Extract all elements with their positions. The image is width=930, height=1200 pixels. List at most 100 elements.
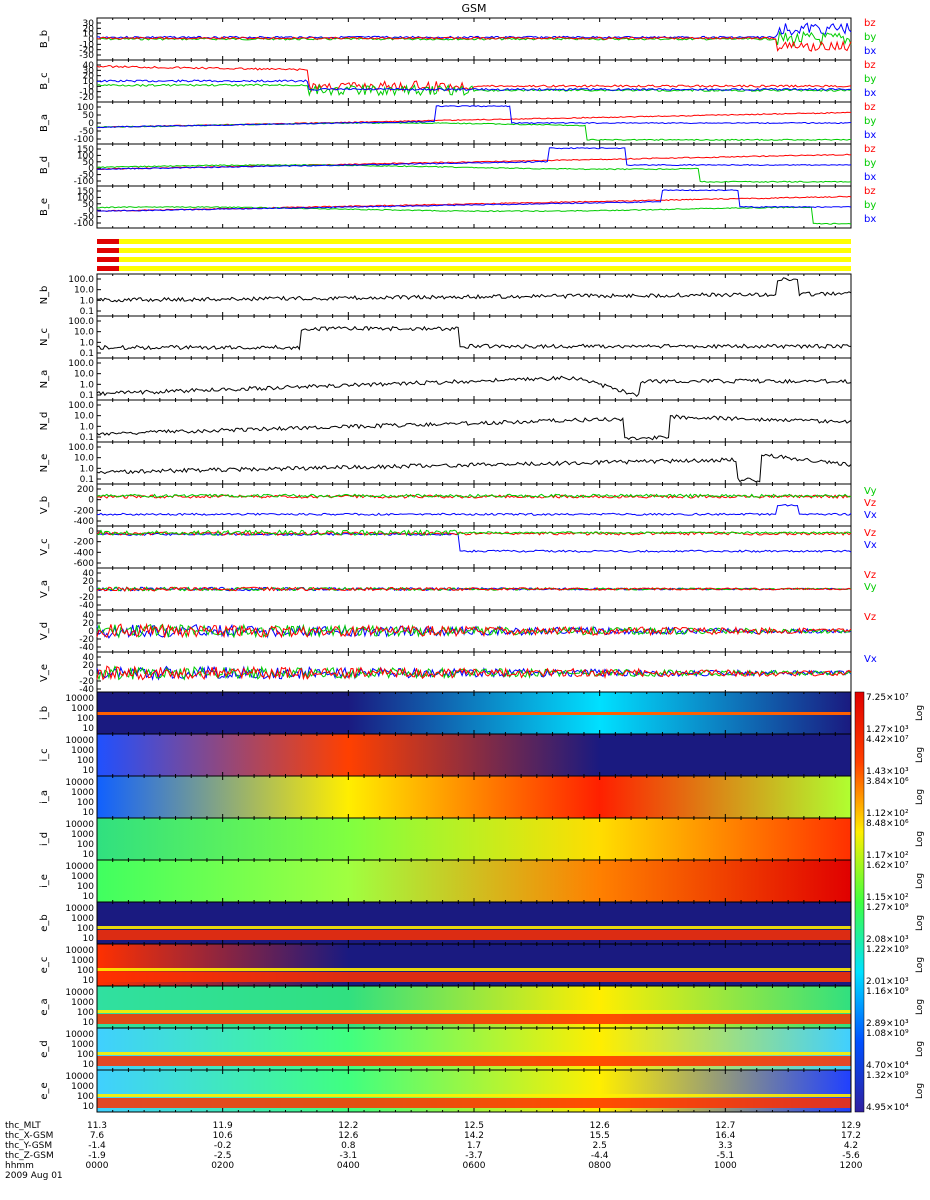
ephemeris-value: 1000	[714, 1161, 737, 1171]
spec-tick-label: 10	[83, 1060, 95, 1070]
y-tick-label: 100.0	[68, 317, 94, 327]
spectrogram-label: i_e	[39, 874, 50, 888]
y-tick-label: 20	[83, 577, 95, 587]
y-tick-label: -200	[74, 506, 95, 516]
y-tick-label: 100	[77, 193, 94, 203]
colorbar-unit: Log	[915, 789, 925, 805]
v-legend-vz: Vz	[864, 570, 876, 581]
spectrogram-band	[97, 926, 851, 929]
y-tick-label: 10.0	[74, 412, 94, 422]
ephemeris-value: 2.5	[593, 1141, 607, 1151]
colorbar-unit: Log	[915, 915, 925, 931]
vy-trace	[96, 493, 852, 499]
y-tick-label: 10.0	[74, 454, 94, 464]
y-tick-label: 0	[88, 82, 94, 92]
density-trace	[96, 277, 852, 303]
spectrogram-label: e_b	[39, 914, 50, 932]
y-tick-label: 20	[83, 619, 95, 629]
colorbar-min-label: 2.01×10³	[866, 977, 909, 987]
y-tick-label: 40	[83, 569, 95, 579]
y-tick-label: 0	[88, 527, 94, 537]
spec-tick-label: 10	[83, 766, 95, 776]
colorbar-max-label: 3.84×10⁶	[866, 777, 909, 787]
y-tick-label: 20	[83, 661, 95, 671]
y-tick-label: -10	[79, 40, 94, 50]
spec-tick-label: 10	[83, 976, 95, 986]
density-trace	[96, 453, 852, 483]
colorbar-min-label: 1.27×10³	[866, 725, 909, 735]
y-tick-label: -40	[79, 643, 94, 653]
n-panel-label: N_c	[39, 328, 50, 346]
ephemeris-value: -5.1	[717, 1151, 735, 1161]
spectrogram-image	[97, 860, 851, 902]
n-panel-label: N_d	[39, 412, 50, 431]
v-legend-vx: Vx	[864, 540, 877, 551]
y-tick-label: 0.1	[80, 307, 94, 317]
colorbar-min-label: 1.15×10²	[866, 893, 909, 903]
colorbar-min-label: 1.43×10³	[866, 767, 909, 777]
ephemeris-value: 12.9	[841, 1121, 861, 1131]
colorbar-min-label: 4.95×10⁴	[866, 1103, 909, 1113]
colorbar-unit: Log	[915, 705, 925, 721]
y-tick-label: 1.0	[80, 338, 95, 348]
ephemeris-value: 0800	[588, 1161, 611, 1171]
spectrogram-band	[97, 972, 851, 982]
b-legend-bx: bx	[864, 172, 876, 183]
ephemeris-value: -3.7	[465, 1151, 483, 1161]
y-tick-label: 1.0	[80, 380, 95, 390]
n-panel-frame	[96, 399, 852, 443]
ephemeris-value: 12.6	[338, 1131, 358, 1141]
y-tick-label: -200	[74, 538, 95, 548]
by-trace	[96, 206, 852, 225]
b-legend-by: by	[864, 158, 876, 169]
spectrogram-label: e_a	[39, 998, 50, 1015]
y-tick-label: 150	[77, 187, 94, 197]
flag-bar-red	[97, 266, 119, 271]
b-legend-by: by	[864, 116, 876, 127]
spec-tick-label: 10	[83, 934, 95, 944]
spec-tick-label: 100	[77, 756, 94, 766]
y-tick-label: -20	[79, 93, 94, 103]
y-tick-label: 0.1	[80, 433, 94, 443]
ephemeris-value: 15.5	[590, 1131, 610, 1141]
b-panel-label: B_b	[39, 30, 50, 48]
colorbar-max-label: 1.08×10⁹	[866, 1029, 909, 1039]
ephemeris-value: 1200	[840, 1161, 863, 1171]
y-tick-label: 50	[83, 200, 95, 210]
spec-tick-label: 10000	[65, 946, 94, 956]
y-tick-label: 0	[88, 206, 94, 216]
bz-trace	[96, 64, 852, 93]
b-panel-label: B_d	[39, 156, 50, 174]
density-trace	[96, 375, 852, 398]
y-tick-label: 100.0	[68, 359, 94, 369]
spec-tick-label: 10000	[65, 694, 94, 704]
n-panel-label: N_a	[39, 370, 50, 389]
y-tick-label: 10	[83, 77, 95, 87]
colorbar-max-label: 1.62×10⁷	[866, 861, 909, 871]
y-tick-label: 20	[83, 72, 95, 82]
b-legend-by: by	[864, 32, 876, 43]
vz-trace	[96, 622, 852, 639]
spectrogram-label: e_d	[39, 1040, 50, 1058]
colorbar-unit: Log	[915, 999, 925, 1015]
y-tick-label: 30	[83, 19, 95, 29]
ephemeris-label: thc_Z-GSM	[5, 1151, 54, 1161]
vz-trace	[96, 586, 852, 592]
v-panel-label: V_e	[39, 664, 50, 682]
v-legend-vx: Vx	[864, 510, 877, 521]
ephemeris-value: 11.9	[213, 1121, 233, 1131]
colorbar-max-label: 4.42×10⁷	[866, 735, 909, 745]
y-tick-label: 20	[83, 24, 95, 34]
y-tick-label: 10	[83, 30, 95, 40]
y-tick-label: -600	[74, 559, 95, 569]
v-legend-vy: Vy	[864, 582, 877, 593]
spec-tick-label: 10000	[65, 778, 94, 788]
b-legend-bx: bx	[864, 46, 876, 57]
y-tick-label: 0	[88, 669, 94, 679]
v-panel-label: V_a	[39, 580, 50, 598]
v-panel-label: V_b	[39, 496, 50, 514]
colorbar-min-label: 2.08×10³	[866, 935, 909, 945]
y-tick-label: 150	[77, 145, 94, 155]
ephemeris-value: -1.9	[88, 1151, 106, 1161]
spec-tick-label: 100	[77, 714, 94, 724]
